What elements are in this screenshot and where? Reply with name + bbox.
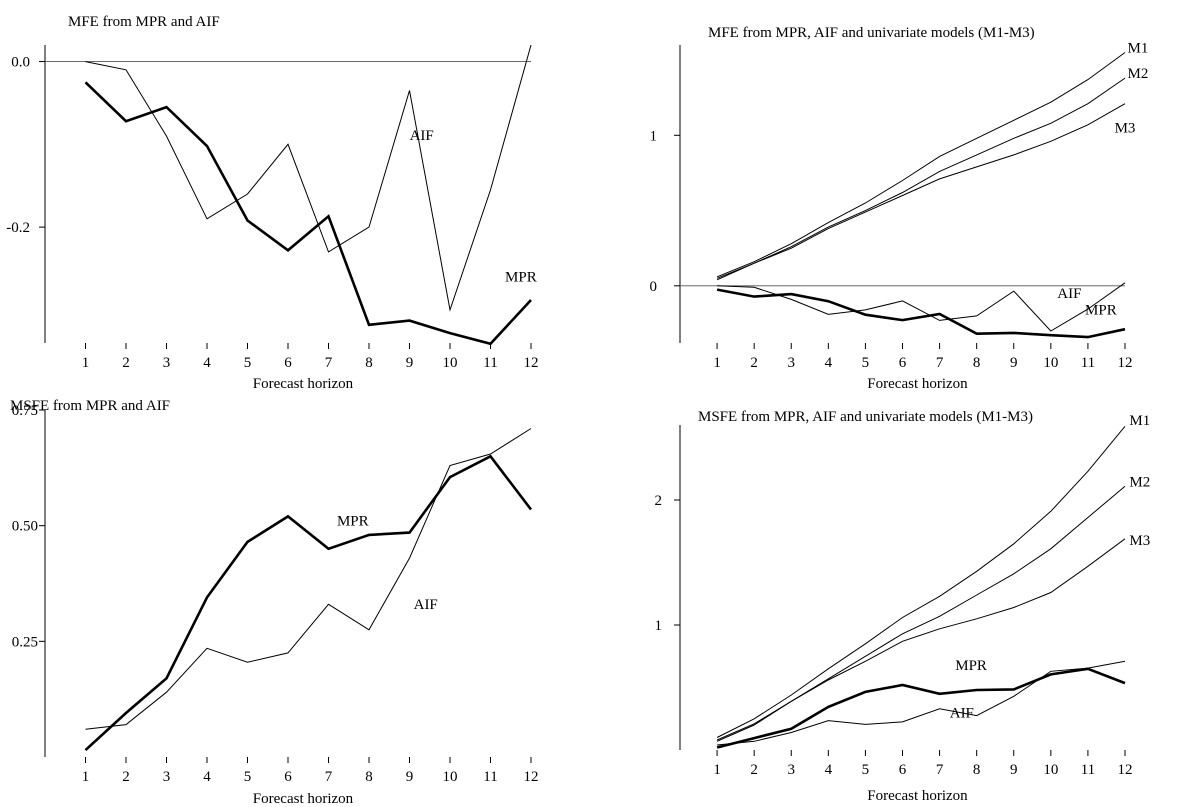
x-tick-label-9: 9 [1010,355,1018,371]
x-tick-label-7: 7 [325,355,333,371]
series-line-m3 [716,103,1126,281]
series-label-m2: M2 [1129,474,1150,490]
series-line-aif [717,660,1126,746]
y-tick-label-1: 1 [655,618,663,634]
x-tick-label-10: 10 [443,769,458,785]
x-tick-label-5: 5 [862,762,870,778]
x-tick-label-7: 7 [936,762,944,778]
x-tick-label-5: 5 [244,769,252,785]
y-tick-label-0-2: -0.2 [6,220,30,236]
y-tick-label-2: 2 [655,493,663,509]
x-tick-label-11: 11 [1081,762,1095,778]
y-tick-label-0: 0 [650,279,658,295]
series-label-mpr: MPR [505,270,537,286]
x-tick-label-4: 4 [825,355,833,371]
x-axis-label: Forecast horizon [253,376,354,392]
x-axis-label: Forecast horizon [253,791,354,807]
series-label-mpr: MPR [955,658,987,674]
x-tick-label-5: 5 [244,355,252,371]
chart-title: MSFE from MPR, AIF and univariate models… [698,409,1033,425]
x-tick-label-3: 3 [788,355,796,371]
x-tick-label-6: 6 [899,355,907,371]
y-tick-label-0-50: 0.50 [12,519,38,535]
x-tick-label-8: 8 [973,355,981,371]
series-label-mpr: MPR [1085,302,1117,318]
series-line-mpr [84,81,532,346]
x-tick-label-9: 9 [406,769,414,785]
x-tick-label-5: 5 [862,355,870,371]
series-label-aif: AIF [414,597,438,613]
x-tick-label-2: 2 [122,355,130,371]
panel-mfe-all-models: MFE from MPR, AIF and univariate models … [650,25,1149,392]
x-tick-label-1: 1 [82,355,90,371]
x-tick-label-12: 12 [524,355,539,371]
series-label-m3: M3 [1129,533,1150,549]
y-tick-label-0-75: 0.75 [12,403,38,419]
x-tick-label-1: 1 [713,762,721,778]
chart-title: MFE from MPR, AIF and univariate models … [708,25,1035,41]
y-tick-label-1: 1 [650,128,658,144]
x-tick-label-6: 6 [899,762,907,778]
x-tick-label-9: 9 [406,355,414,371]
x-tick-label-8: 8 [973,762,981,778]
series-line-m1 [716,425,1126,738]
x-tick-label-1: 1 [82,769,90,785]
series-label-aif: AIF [950,706,974,722]
x-tick-label-4: 4 [203,769,211,785]
series-label-m2: M2 [1128,66,1149,82]
series-line-aif [85,428,532,730]
series-line-mpr [84,454,533,752]
series-line-m1 [716,52,1126,278]
x-tick-label-6: 6 [284,355,292,371]
x-tick-label-3: 3 [163,769,171,785]
x-tick-label-8: 8 [365,355,373,371]
x-tick-label-11: 11 [1081,355,1095,371]
series-label-m3: M3 [1115,120,1136,136]
x-tick-label-10: 10 [1043,762,1058,778]
chart-title: MFE from MPR and AIF [68,14,220,30]
panel-msfe-all-models: MSFE from MPR, AIF and univariate models… [655,409,1151,804]
x-tick-label-11: 11 [483,355,497,371]
series-label-m1: M1 [1129,413,1150,429]
series-line-aif [717,282,1126,332]
series-label-aif: AIF [410,128,434,144]
x-tick-label-2: 2 [750,762,758,778]
x-tick-label-4: 4 [825,762,833,778]
x-tick-label-11: 11 [483,769,497,785]
x-tick-label-3: 3 [788,762,796,778]
x-tick-label-8: 8 [365,769,373,785]
series-label-mpr: MPR [337,514,369,530]
series-line-mpr [716,288,1126,339]
series-label-m1: M1 [1128,41,1149,57]
x-tick-label-2: 2 [750,355,758,371]
x-tick-label-10: 10 [1043,355,1058,371]
x-tick-label-7: 7 [325,769,333,785]
x-tick-label-9: 9 [1010,762,1018,778]
x-axis-label: Forecast horizon [867,376,968,392]
chart-title: MSFE from MPR and AIF [10,398,170,414]
y-tick-label-0-0: 0.0 [11,55,30,71]
x-tick-label-6: 6 [284,769,292,785]
x-tick-label-1: 1 [713,355,721,371]
series-line-m2 [716,77,1126,279]
series-line-m3 [716,538,1126,742]
x-tick-label-2: 2 [122,769,130,785]
series-line-aif [85,44,532,312]
x-tick-label-10: 10 [443,355,458,371]
x-tick-label-3: 3 [163,355,171,371]
x-tick-label-12: 12 [524,769,539,785]
x-tick-label-12: 12 [1118,355,1133,371]
x-tick-label-7: 7 [936,355,944,371]
series-label-aif: AIF [1057,286,1081,302]
x-axis-label: Forecast horizon [867,788,968,804]
x-tick-label-12: 12 [1118,762,1133,778]
series-line-mpr [716,667,1126,749]
series-line-m2 [716,485,1126,741]
y-tick-label-0-25: 0.25 [12,634,38,650]
x-tick-label-4: 4 [203,355,211,371]
